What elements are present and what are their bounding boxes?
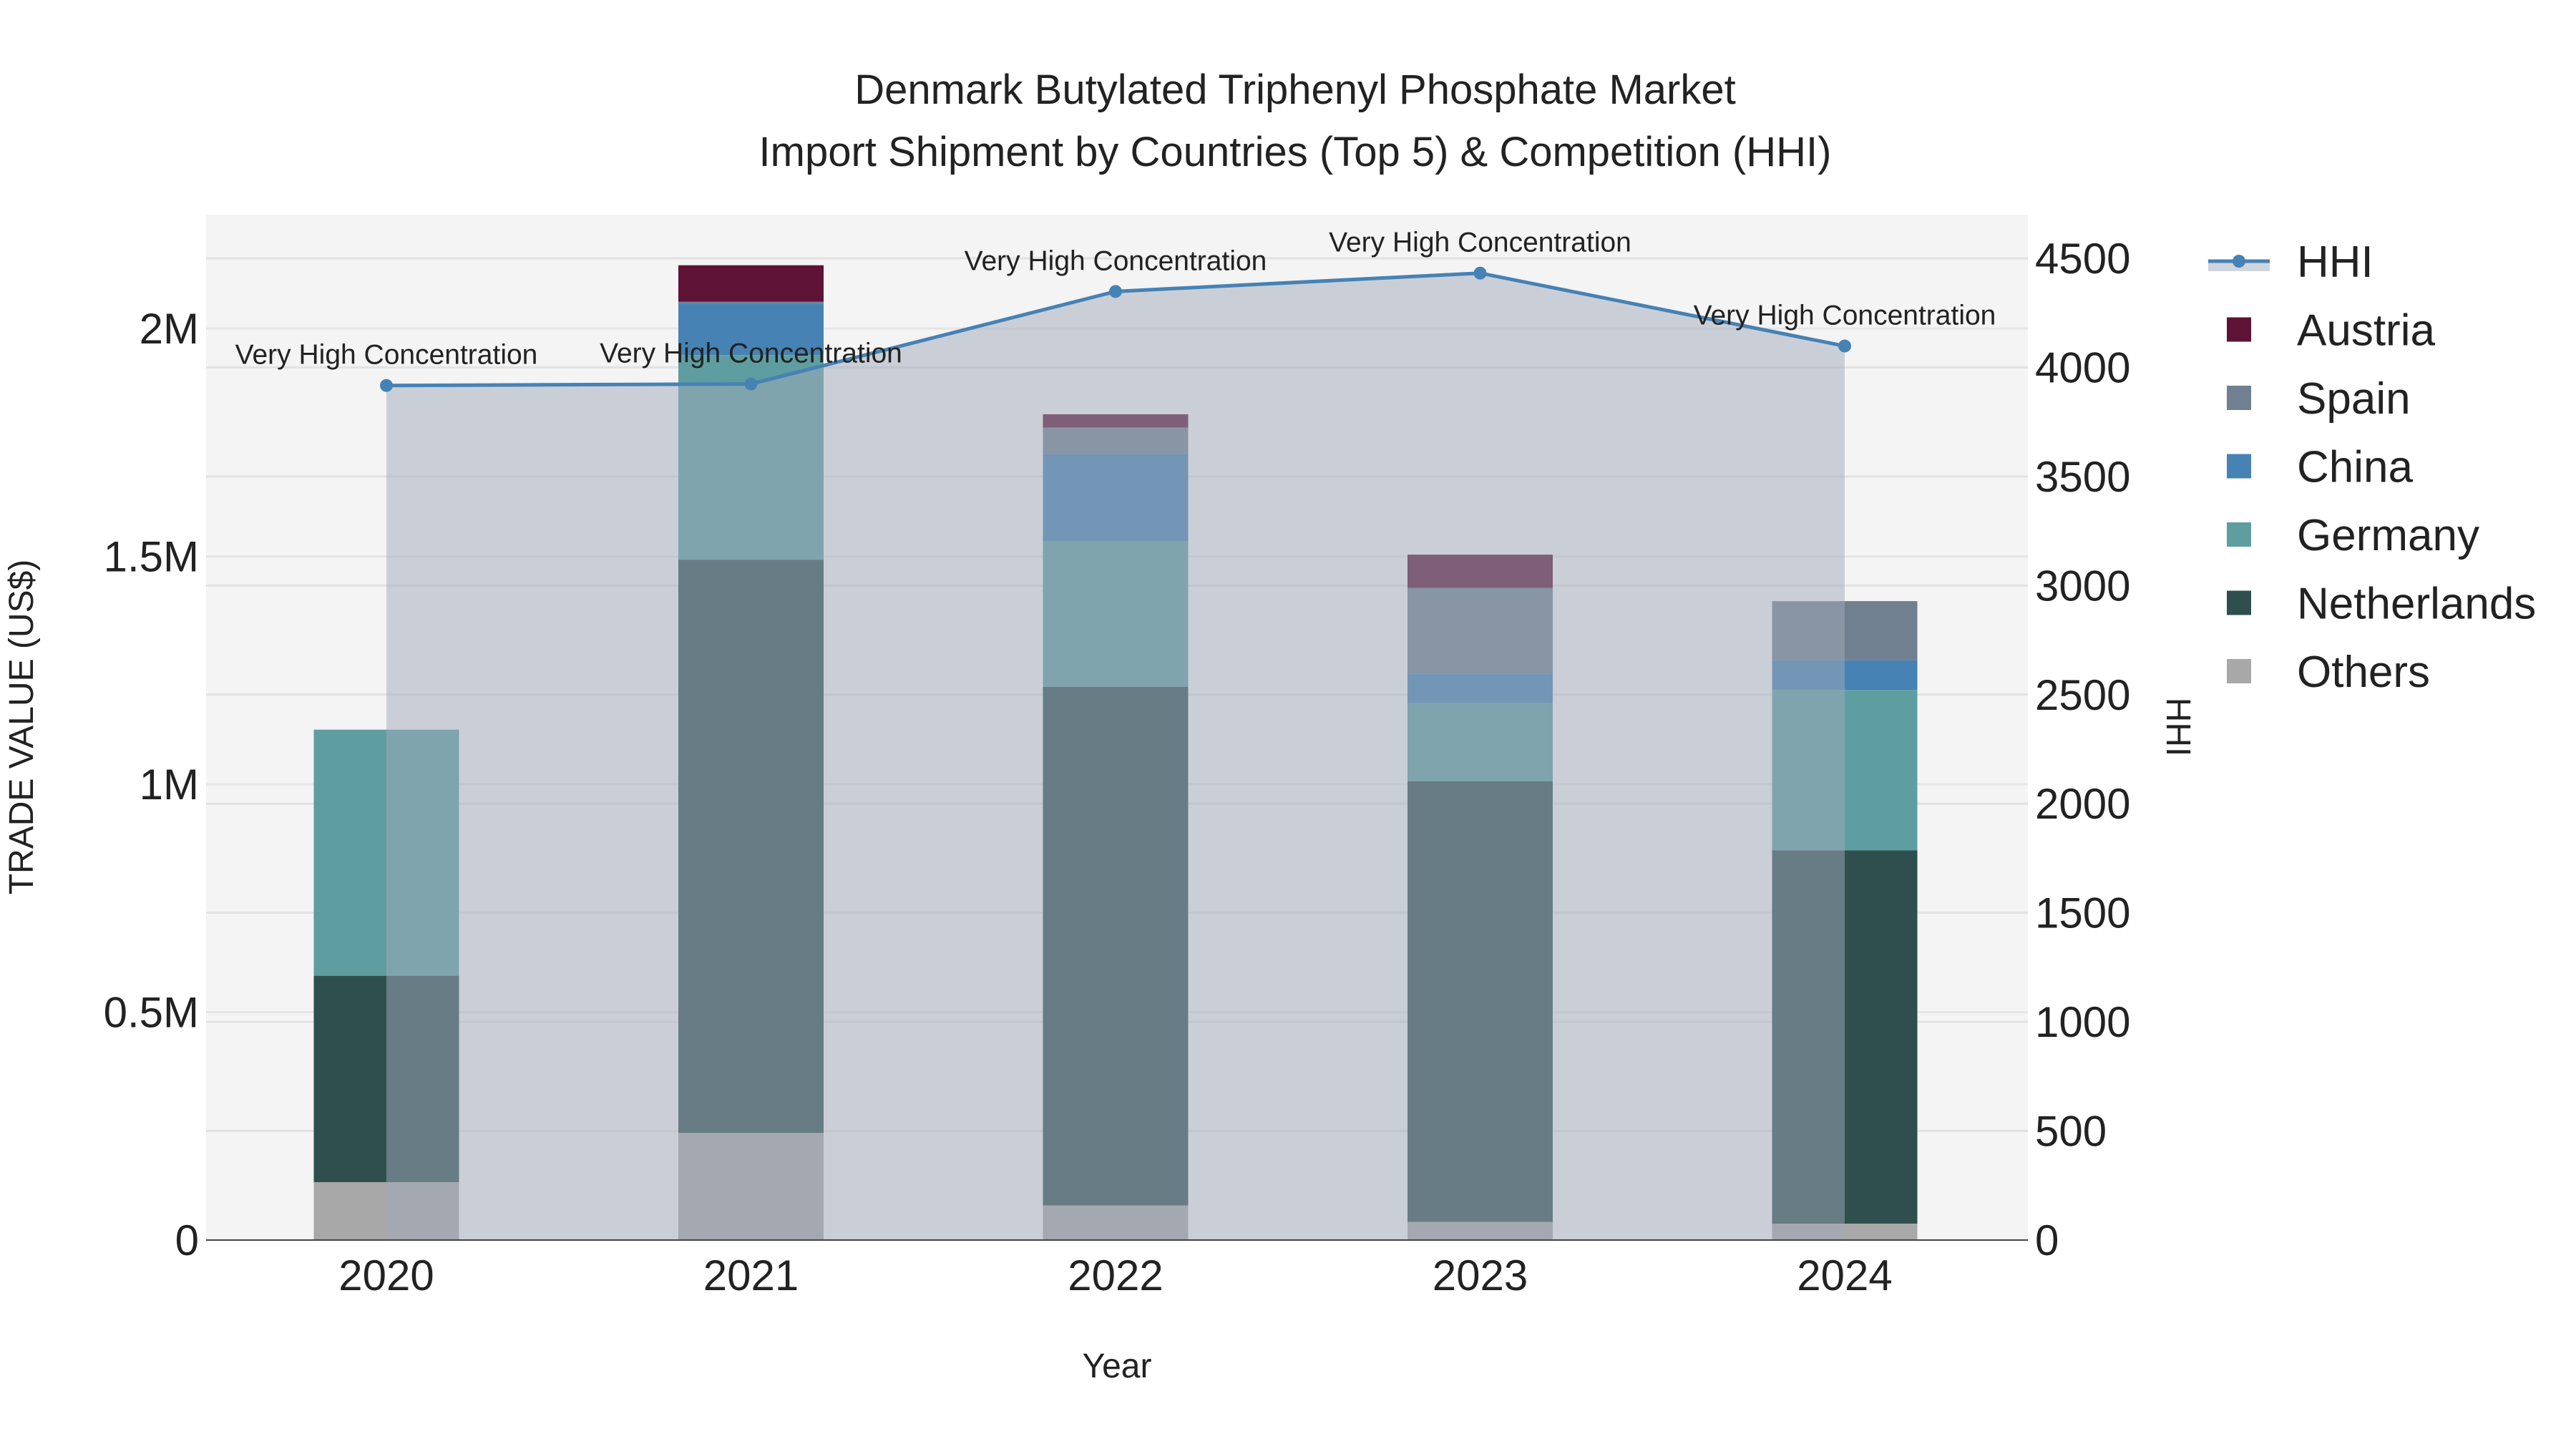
x-tick-label: 2023: [1433, 1252, 1528, 1299]
hhi-point-2022: [1109, 285, 1122, 298]
y2-tick-label: 4000: [2035, 343, 2130, 391]
legend-swatch-germany: [2227, 522, 2251, 547]
chart-title-line1: Denmark Butylated Triphenyl Phosphate Ma…: [854, 67, 1736, 113]
bar-austria-2021: [678, 265, 824, 302]
hhi-annotation: Very High Concentration: [235, 340, 538, 371]
chart-title-line2: Import Shipment by Countries (Top 5) & C…: [759, 129, 1832, 175]
legend-swatch-spain: [2227, 386, 2251, 410]
y-axis-ticks: 0 0.5M 1M 1.5M 2M: [104, 305, 199, 1264]
y-tick-label: 1M: [140, 761, 199, 809]
y2-tick-label: 1500: [2035, 889, 2130, 937]
y2-tick-label: 2500: [2035, 671, 2130, 719]
legend-label-spain: Spain: [2297, 374, 2411, 424]
hhi-annotation: Very High Concentration: [965, 245, 1267, 276]
y-tick-label: 1.5M: [104, 533, 199, 581]
hhi-point-2021: [744, 377, 758, 391]
y2-tick-label: 1000: [2035, 998, 2130, 1046]
y2-tick-label: 2000: [2035, 780, 2130, 828]
legend-label-others: Others: [2297, 648, 2430, 697]
hhi-point-2020: [380, 379, 393, 392]
y-axis-title: TRADE VALUE (US$): [3, 560, 41, 895]
y2-axis-ticks: 0 500 1000 1500 2000 2500 3000 3500 4000 4500: [2035, 235, 2130, 1264]
x-axis-title: Year: [1083, 1347, 1152, 1385]
legend: HHI Austria Spain China Germany Netherlands Ot…: [2208, 238, 2536, 697]
x-tick-label: 2024: [1797, 1252, 1892, 1299]
y2-tick-label: 500: [2035, 1108, 2107, 1156]
x-tick-label: 2020: [338, 1252, 434, 1299]
legend-swatch-others: [2227, 659, 2251, 683]
hhi-point-2023: [1473, 266, 1487, 280]
hhi-annotation: Very High Concentration: [1694, 301, 1996, 331]
y-tick-label: 0.5M: [104, 989, 199, 1037]
legend-label-netherlands: Netherlands: [2297, 580, 2536, 629]
hhi-point-2024: [1838, 339, 1851, 353]
legend-swatch-china: [2227, 454, 2251, 479]
legend-hhi-marker: [2233, 255, 2245, 268]
legend-label-china: China: [2297, 443, 2414, 492]
legend-label-germany: Germany: [2297, 511, 2479, 560]
legend-label-hhi: HHI: [2297, 238, 2373, 287]
x-axis-ticks: 2020 2021 2022 2023 2024: [338, 1252, 1892, 1299]
bar-china-2021: [678, 303, 824, 356]
y2-tick-label: 4500: [2035, 235, 2130, 283]
legend-swatch-netherlands: [2227, 590, 2251, 615]
hhi-area: [386, 273, 1845, 1241]
x-tick-label: 2022: [1068, 1252, 1163, 1299]
y2-axis-title: HHI: [2159, 698, 2197, 757]
y-tick-label: 0: [175, 1216, 199, 1264]
x-tick-label: 2021: [703, 1252, 799, 1299]
y2-tick-label: 3000: [2035, 562, 2130, 610]
hhi-series: Very High Concentration Very High Concent…: [235, 228, 1996, 1241]
y-tick-label: 2M: [140, 305, 199, 353]
legend-label-austria: Austria: [2297, 306, 2435, 356]
legend-swatch-austria: [2227, 317, 2251, 342]
hhi-annotation: Very High Concentration: [600, 338, 902, 369]
y2-tick-label: 0: [2035, 1216, 2059, 1264]
hhi-annotation: Very High Concentration: [1329, 228, 1631, 258]
y2-tick-label: 3500: [2035, 453, 2130, 501]
bar-spain-2021: [678, 301, 824, 304]
